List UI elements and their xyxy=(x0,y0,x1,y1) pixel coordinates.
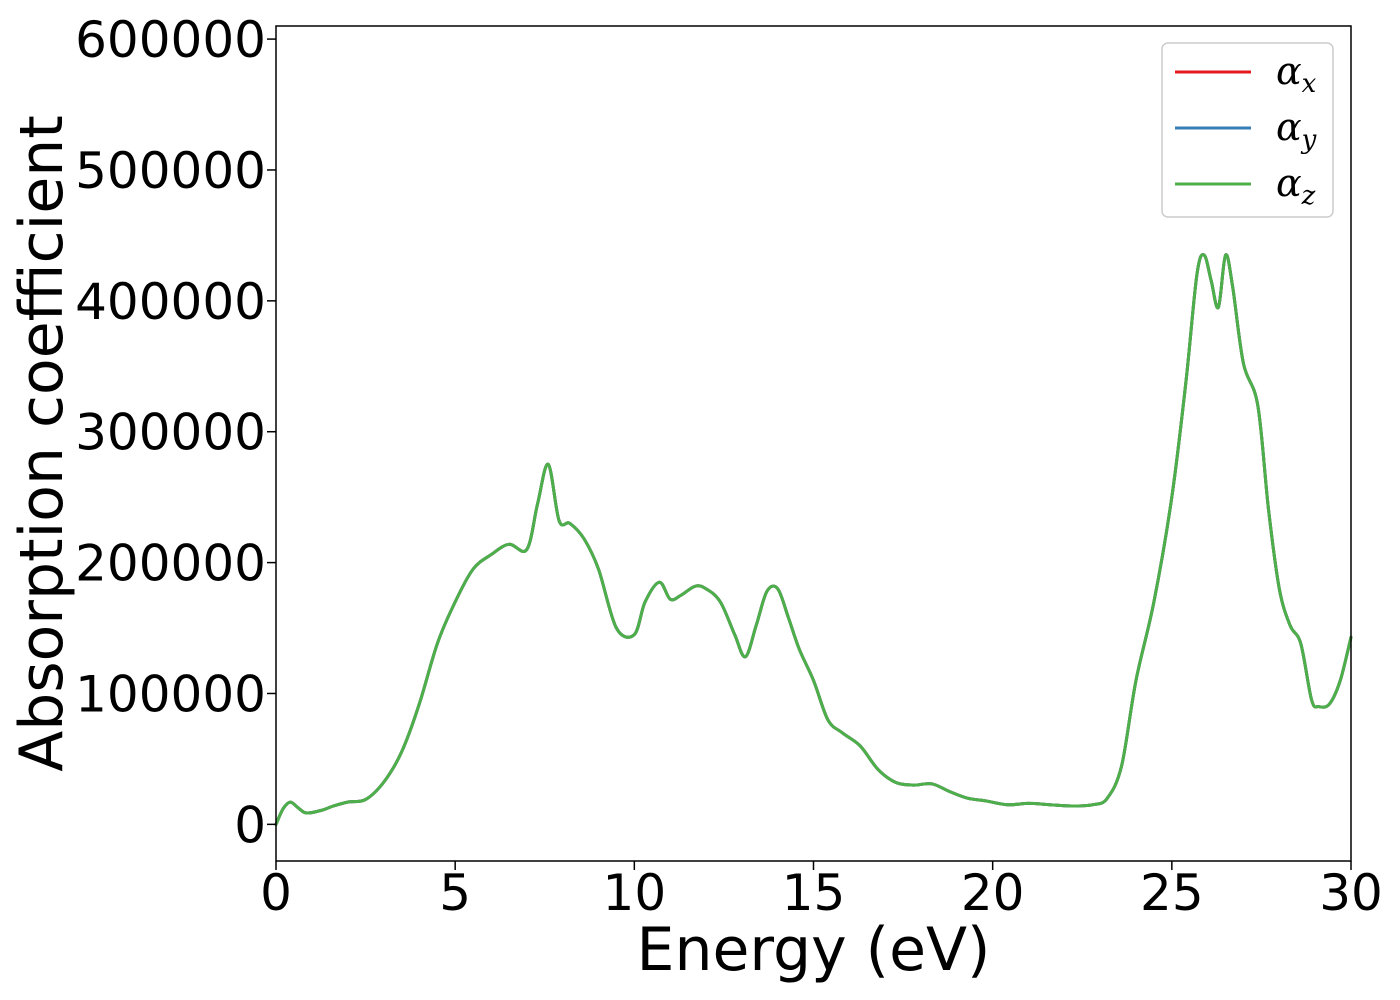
y-axis-ticks: 0 100000 200000 300000 400000 500000 600000 xyxy=(75,11,276,854)
series-line-z xyxy=(274,253,1353,826)
x-tick-label: 0 xyxy=(260,864,292,922)
x-tick-label: 30 xyxy=(1319,864,1383,922)
y-tick-label: 500000 xyxy=(75,142,266,200)
y-tick-label: 100000 xyxy=(75,665,266,723)
y-tick-label: 0 xyxy=(234,796,266,854)
x-tick-label: 20 xyxy=(961,864,1025,922)
legend-label-z: αz xyxy=(1276,161,1316,211)
series-layer xyxy=(274,253,1353,826)
legend-box xyxy=(1161,42,1334,218)
x-axis-label: Energy (eV) xyxy=(637,915,991,985)
y-tick-label: 400000 xyxy=(75,273,266,331)
y-tick-label: 300000 xyxy=(75,404,266,462)
x-tick-label: 5 xyxy=(439,864,471,922)
x-tick-label: 10 xyxy=(603,864,667,922)
x-tick-label: 25 xyxy=(1140,864,1204,922)
x-axis-ticks: 0 5 10 15 20 25 30 xyxy=(260,861,1383,922)
y-tick-label: 600000 xyxy=(75,11,266,69)
y-tick-label: 200000 xyxy=(75,535,266,593)
y-axis-label: Absorption coefficient xyxy=(7,115,77,772)
x-tick-label: 15 xyxy=(782,864,846,922)
